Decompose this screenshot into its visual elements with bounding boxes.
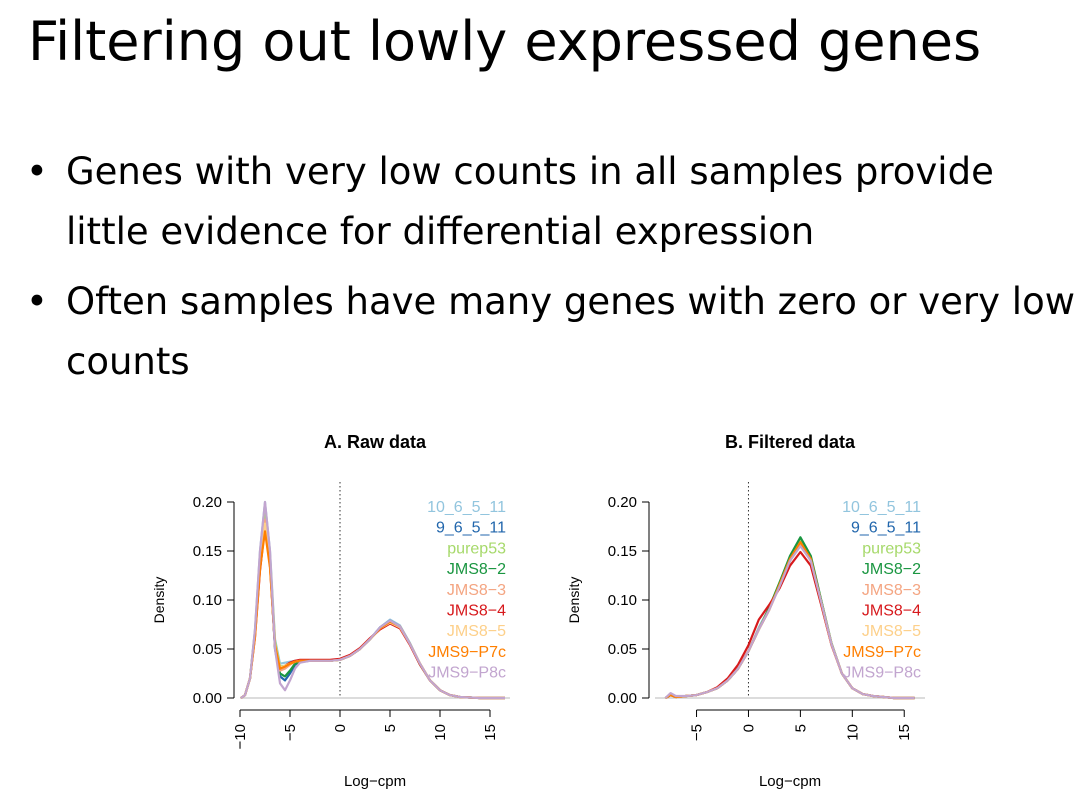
x-tick-label: 0 — [332, 724, 349, 732]
x-tick-label: 15 — [482, 724, 499, 741]
x-tick-label: 15 — [896, 724, 913, 741]
y-axis-label: Density — [566, 577, 582, 624]
bullet-glyph: • — [26, 150, 48, 193]
legend-entry: JMS8−3 — [862, 582, 921, 599]
series-line — [240, 500, 505, 700]
x-tick-label: −5 — [282, 724, 299, 741]
legend-entry: purep53 — [447, 540, 506, 557]
legend-entry: JMS9−P7c — [843, 644, 921, 661]
y-tick-label: 0.20 — [608, 494, 637, 511]
y-tick-label: 0.20 — [193, 494, 222, 511]
x-axis-label: Log−cpm — [759, 773, 821, 790]
legend-entry: purep53 — [862, 540, 921, 557]
y-tick-label: 0.00 — [193, 690, 222, 707]
legend-entry: JMS8−2 — [862, 561, 921, 578]
y-tick-label: 0.05 — [608, 641, 637, 658]
slide-title: Filtering out lowly expressed genes — [28, 10, 982, 73]
y-tick-label: 0.10 — [608, 592, 637, 609]
legend-entry: JMS9−P8c — [428, 665, 506, 682]
x-tick-label: 0 — [740, 724, 757, 732]
bullet-item: • Genes with very low counts in all samp… — [22, 142, 1082, 262]
bullet-glyph: • — [26, 280, 48, 323]
legend-entry: 9_6_5_11 — [436, 520, 506, 537]
chart-title: A. Raw data — [324, 432, 427, 452]
y-tick-label: 0.05 — [193, 641, 222, 658]
y-tick-label: 0.10 — [193, 592, 222, 609]
y-tick-label: 0.00 — [608, 690, 637, 707]
legend-entry: JMS9−P7c — [428, 644, 506, 661]
x-tick-label: 10 — [432, 724, 449, 741]
bullet-text: Often samples have many genes with zero … — [66, 280, 1075, 383]
bullet-text: Genes with very low counts in all sample… — [66, 150, 994, 253]
legend-entry: JMS8−5 — [447, 623, 506, 640]
series-line — [664, 544, 915, 700]
x-tick-label: −5 — [689, 724, 706, 741]
legend-entry: JMS8−4 — [447, 603, 506, 620]
legend-entry: JMS8−2 — [447, 561, 506, 578]
legend-entry: 10_6_5_11 — [427, 499, 506, 516]
y-tick-label: 0.15 — [193, 543, 222, 560]
legend-entry: JMS8−5 — [862, 623, 921, 640]
y-axis-label: Density — [151, 577, 167, 624]
y-tick-label: 0.15 — [608, 543, 637, 560]
x-tick-label: −10 — [232, 724, 249, 749]
x-tick-label: 5 — [382, 724, 399, 732]
legend-entry: JMS9−P8c — [843, 665, 921, 682]
legend-entry: 10_6_5_11 — [842, 499, 921, 516]
bullet-list: • Genes with very low counts in all samp… — [22, 142, 1082, 402]
x-tick-label: 10 — [844, 724, 861, 741]
legend-entry: 9_6_5_11 — [851, 520, 921, 537]
legend-entry: JMS8−4 — [862, 603, 921, 620]
density-chart-raw: A. Raw data 0.00 0.05 0.10 0.15 0.20 Density −1… — [151, 432, 510, 790]
x-axis-label: Log−cpm — [344, 773, 406, 790]
bullet-item: • Often samples have many genes with zer… — [22, 272, 1082, 392]
x-tick-label: 5 — [792, 724, 809, 732]
chart-title: B. Filtered data — [725, 432, 856, 452]
legend-entry: JMS8−3 — [447, 582, 506, 599]
density-chart-filtered: B. Filtered data 0.00 0.05 0.10 0.15 0.20 Dens… — [566, 432, 925, 790]
